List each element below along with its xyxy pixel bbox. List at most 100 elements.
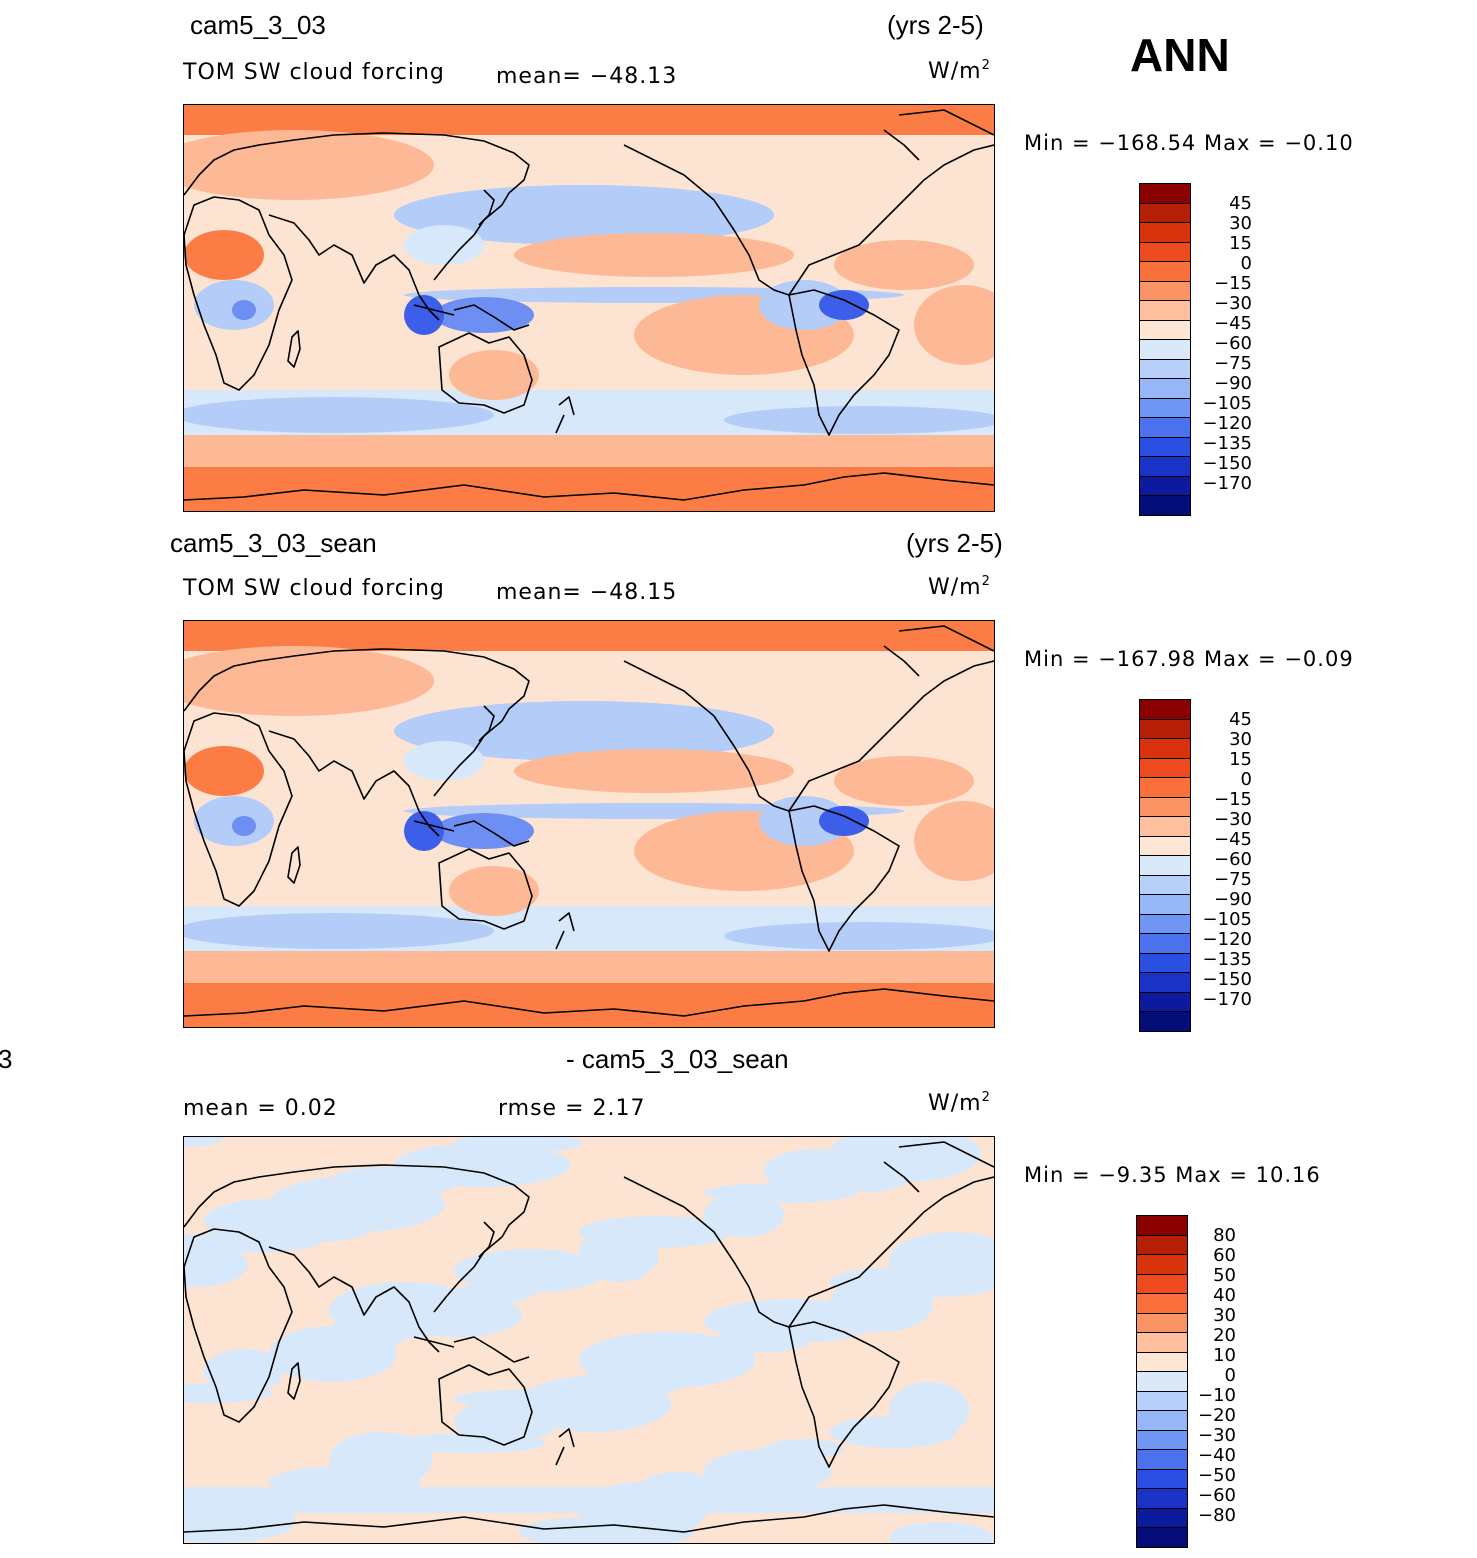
colorbar-label: −60 [1214, 333, 1252, 354]
colorbar-swatch [1137, 1430, 1187, 1450]
colorbar-label: −50 [1198, 1465, 1236, 1486]
panel1-colorbar-labels: 45 30 15 0 −15 −30 −45 −60 −75 −90 −105 −120 −135 −15… [1196, 194, 1252, 494]
colorbar-swatch [1140, 379, 1190, 399]
colorbar-label: 0 [1240, 253, 1252, 274]
panel1-case-name: cam5_3_03 [190, 10, 326, 40]
colorbar-label: −105 [1202, 909, 1252, 930]
panel1-years: (yrs 2-5) [887, 10, 984, 40]
colorbar-swatch [1140, 301, 1190, 321]
colorbar-swatch [1140, 758, 1190, 778]
colorbar-swatch [1140, 203, 1190, 223]
panel2-field [184, 621, 994, 1027]
panel3-mean: mean = 0.02 [183, 1096, 338, 1121]
colorbar-label: −30 [1214, 809, 1252, 830]
colorbar-swatch [1137, 1274, 1187, 1294]
panel3-units: W/m2 [928, 1090, 990, 1116]
colorbar-label: −15 [1214, 273, 1252, 294]
colorbar-swatch [1140, 281, 1190, 301]
colorbar-label: 40 [1213, 1285, 1236, 1306]
colorbar-swatch [1140, 398, 1190, 418]
colorbar-swatch [1137, 1450, 1187, 1470]
colorbar-label: −10 [1198, 1385, 1236, 1406]
colorbar-swatch [1137, 1313, 1187, 1333]
colorbar-swatch [1137, 1352, 1187, 1372]
colorbar-swatch [1140, 437, 1190, 457]
colorbar-swatch [1140, 340, 1190, 360]
colorbar-label: −90 [1214, 889, 1252, 910]
panel3-colorbar-labels: 80 60 50 40 30 20 10 0 −10 −20 −30 −40 −50 −60 −80 [1192, 1226, 1236, 1526]
colorbar-label: −40 [1198, 1445, 1236, 1466]
panel2-case-name: cam5_3_03_sean [170, 528, 377, 558]
colorbar-label: −60 [1214, 849, 1252, 870]
panel3-rmse: rmse = 2.17 [498, 1096, 646, 1121]
colorbar-swatch [1140, 875, 1190, 895]
panel3-case-name: - cam5_3_03_sean [566, 1044, 789, 1074]
colorbar-label: −150 [1202, 969, 1252, 990]
panel2-map [183, 620, 995, 1028]
colorbar-label: −105 [1202, 393, 1252, 414]
colorbar-label: 50 [1213, 1265, 1236, 1286]
colorbar-swatch [1137, 1469, 1187, 1489]
colorbar-label: −135 [1202, 433, 1252, 454]
colorbar-label: −75 [1214, 353, 1252, 374]
colorbar-label: −20 [1198, 1405, 1236, 1426]
colorbar-label: 15 [1229, 749, 1252, 770]
colorbar-swatch [1140, 262, 1190, 282]
colorbar-swatch [1140, 836, 1190, 856]
colorbar-label: 60 [1213, 1245, 1236, 1266]
panel3-field [184, 1137, 994, 1543]
colorbar-swatch [1137, 1411, 1187, 1431]
colorbar-swatch [1140, 778, 1190, 798]
panel1-field [184, 105, 994, 511]
panel2-years: (yrs 2-5) [906, 528, 1003, 558]
colorbar-swatch [1137, 1372, 1187, 1392]
colorbar-swatch [1140, 934, 1190, 954]
colorbar-label: −135 [1202, 949, 1252, 970]
colorbar-swatch [1137, 1508, 1187, 1528]
panel2-minmax: Min = −167.98 Max = −0.09 [1024, 647, 1354, 671]
colorbar-swatch [1140, 242, 1190, 262]
colorbar-swatch [1140, 914, 1190, 934]
colorbar-label: 45 [1229, 709, 1252, 730]
colorbar-label: −120 [1202, 413, 1252, 434]
season-title: ANN [1130, 29, 1230, 81]
colorbar-swatch [1140, 797, 1190, 817]
panel1-map [183, 104, 995, 512]
colorbar-swatch [1140, 973, 1190, 993]
colorbar-label: 15 [1229, 233, 1252, 254]
colorbar-swatch [1137, 1235, 1187, 1255]
colorbar-swatch [1140, 856, 1190, 876]
colorbar-swatch [1140, 320, 1190, 340]
colorbar-swatch [1140, 895, 1190, 915]
colorbar-swatch [1137, 1333, 1187, 1353]
colorbar-label: −120 [1202, 929, 1252, 950]
panel2-mean: mean= −48.15 [496, 580, 678, 605]
colorbar-swatch [1140, 476, 1190, 496]
colorbar-label: −80 [1198, 1505, 1236, 1526]
colorbar-swatch [1137, 1391, 1187, 1411]
colorbar-swatch [1137, 1489, 1187, 1509]
panel1-colorbar [1139, 183, 1191, 516]
colorbar-label: 30 [1229, 213, 1252, 234]
colorbar-swatch [1140, 719, 1190, 739]
colorbar-label: −60 [1198, 1485, 1236, 1506]
colorbar-label: −150 [1202, 453, 1252, 474]
colorbar-label: 10 [1213, 1345, 1236, 1366]
colorbar-label: 80 [1213, 1225, 1236, 1246]
colorbar-swatch [1140, 739, 1190, 759]
colorbar-swatch [1137, 1216, 1187, 1236]
colorbar-label: −170 [1202, 989, 1252, 1010]
colorbar-swatch [1137, 1294, 1187, 1314]
colorbar-swatch [1140, 359, 1190, 379]
panel2-units: W/m2 [928, 574, 990, 600]
colorbar-label: 0 [1224, 1365, 1236, 1386]
colorbar-swatch [1140, 457, 1190, 477]
panel2-colorbar-labels: 45 30 15 0 −15 −30 −45 −60 −75 −90 −105 −120 −135 −15… [1196, 710, 1252, 1010]
panel1-mean: mean= −48.13 [496, 64, 678, 89]
colorbar-label: 30 [1213, 1305, 1236, 1326]
panel3-map [183, 1136, 995, 1544]
panel2-variable: TOM SW cloud forcing [183, 576, 445, 601]
colorbar-swatch [1140, 184, 1190, 204]
panel1-units: W/m2 [928, 58, 990, 84]
colorbar-swatch [1140, 1012, 1190, 1031]
